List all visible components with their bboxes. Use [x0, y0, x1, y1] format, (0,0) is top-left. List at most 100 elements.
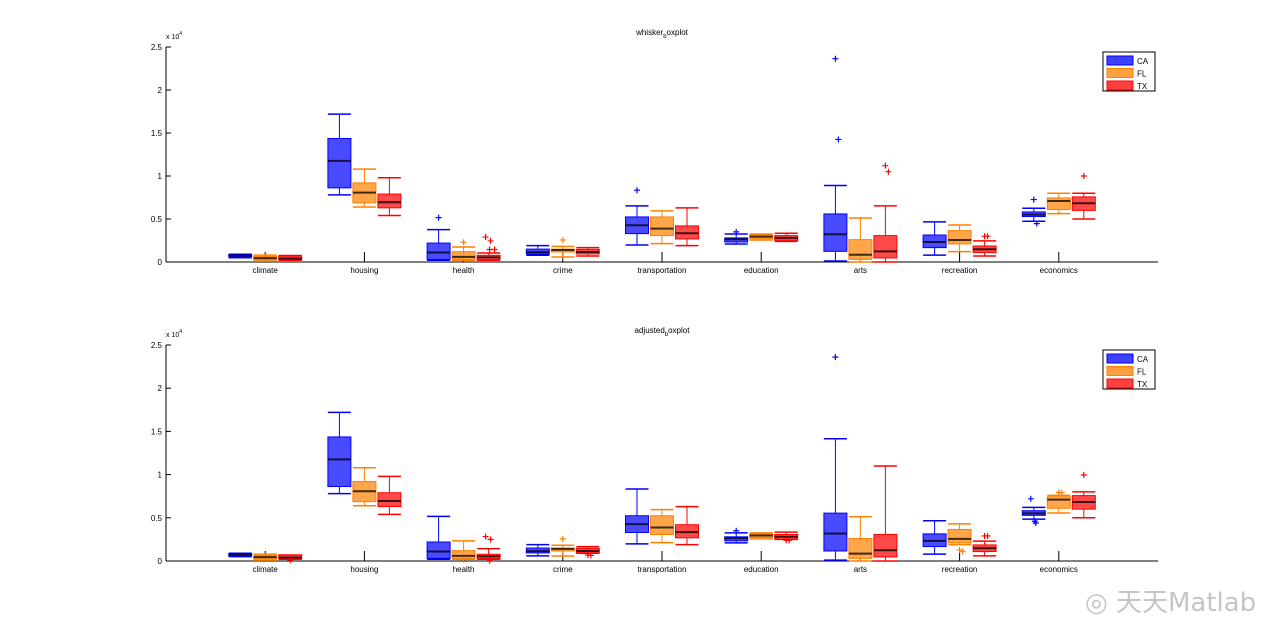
- box-CA-health: [426, 214, 451, 262]
- box-TX-arts: [873, 465, 898, 562]
- box-iqr: [1046, 197, 1071, 211]
- x-tick-label: education: [744, 565, 779, 574]
- box-iqr: [823, 213, 848, 252]
- boxplot-panel-2: adjustedboxplot 0 0.5 1 1.5 2 2.5x 104 climate h…: [151, 326, 1158, 574]
- outlier-marker: [882, 162, 889, 169]
- outlier-marker: [587, 552, 594, 559]
- boxplot-panel-1: whiskerboxplot 0 0.5 1 1.5 2 2.5x 104 climate ho…: [151, 28, 1158, 275]
- outlier-marker: [832, 354, 839, 361]
- x-tick-label: housing: [350, 565, 378, 574]
- legend-swatch-TX: [1106, 378, 1134, 389]
- box-FL-recreation: [947, 224, 972, 253]
- box-TX-crime: [575, 545, 600, 559]
- box-FL-housing: [352, 466, 377, 507]
- box-CA-transportation: [625, 488, 649, 545]
- box-iqr: [873, 533, 898, 558]
- box-CA-recreation: [922, 519, 947, 555]
- legend-label-FL: FL: [1137, 70, 1147, 79]
- box-FL-education: [749, 233, 774, 241]
- y-tick-label: 0.5: [151, 215, 163, 224]
- outlier-marker: [959, 548, 966, 555]
- outlier-marker: [786, 537, 793, 544]
- box-TX-health: [476, 234, 501, 262]
- x-tick-label: health: [453, 565, 475, 574]
- legend-label-CA: CA: [1137, 355, 1149, 364]
- box-iqr: [873, 235, 898, 259]
- x-tick-label: housing: [350, 266, 378, 275]
- outlier-marker: [1080, 472, 1087, 479]
- outlier-marker: [984, 233, 991, 240]
- outlier-marker: [1027, 495, 1034, 502]
- x-tick-label: arts: [854, 565, 867, 574]
- y-tick-label: 1.5: [151, 129, 163, 138]
- outlier-marker: [984, 532, 991, 539]
- legend-swatch-TX: [1106, 80, 1134, 91]
- legend: CA FL TX: [1102, 51, 1156, 92]
- legend-label-FL: FL: [1137, 368, 1147, 377]
- box-FL-transportation: [650, 508, 674, 544]
- chart-title: whiskerboxplot: [635, 28, 689, 40]
- box-iqr: [1046, 496, 1071, 509]
- legend-label-CA: CA: [1137, 57, 1149, 66]
- box-TX-arts: [873, 162, 898, 263]
- y-multiplier-label: x 104: [166, 329, 182, 339]
- box-FL-climate: [253, 553, 278, 561]
- legend: CA FL TX: [1102, 349, 1156, 390]
- outlier-marker: [1058, 489, 1065, 496]
- box-TX-education: [774, 531, 799, 544]
- box-iqr: [451, 251, 476, 260]
- outlier-marker: [491, 246, 498, 253]
- x-tick-label: recreation: [942, 565, 978, 574]
- y-multiplier-label: x 104: [166, 31, 182, 41]
- box-FL-economics: [1046, 192, 1071, 215]
- legend-swatch-CA: [1106, 55, 1134, 66]
- legend-swatch-FL: [1106, 68, 1134, 78]
- box-CA-education: [724, 527, 749, 544]
- box-TX-transportation: [675, 207, 699, 247]
- box-FL-arts: [848, 217, 873, 263]
- outlier-marker: [1033, 220, 1040, 227]
- outlier-marker: [634, 187, 640, 194]
- box-TX-education: [774, 232, 799, 243]
- x-tick-label: arts: [854, 266, 867, 275]
- box-FL-climate: [253, 254, 278, 262]
- watermark-text: 天天Matlab: [1115, 588, 1257, 618]
- outlier-marker: [733, 228, 740, 235]
- box-iqr: [848, 538, 873, 559]
- box-FL-housing: [352, 168, 377, 208]
- outlier-marker: [482, 533, 489, 540]
- box-TX-health: [476, 533, 501, 564]
- box-CA-transportation: [625, 187, 649, 246]
- box-iqr: [650, 216, 674, 237]
- outlier-marker: [835, 136, 842, 143]
- box-TX-economics: [1071, 173, 1096, 220]
- x-tick-label: crime: [553, 565, 573, 574]
- box-FL-health: [451, 239, 476, 262]
- outlier-marker: [482, 234, 489, 241]
- y-tick-label: 2.5: [151, 43, 163, 52]
- chart-title: adjustedboxplot: [635, 326, 691, 338]
- box-TX-transportation: [675, 505, 699, 546]
- box-iqr: [848, 239, 873, 260]
- box-TX-climate: [278, 254, 303, 262]
- box-CA-economics: [1021, 495, 1046, 526]
- y-tick-label: 1: [158, 471, 163, 480]
- x-tick-label: climate: [253, 565, 279, 574]
- outlier-marker: [460, 556, 467, 563]
- box-iqr: [823, 512, 848, 552]
- box-CA-education: [724, 228, 749, 245]
- x-tick-label: education: [744, 266, 779, 275]
- outlier-marker: [1080, 173, 1087, 179]
- box-iqr: [377, 193, 402, 209]
- box-CA-housing: [327, 411, 352, 495]
- box-FL-recreation: [947, 523, 972, 555]
- box-TX-housing: [377, 176, 402, 217]
- x-tick-label: transportation: [638, 565, 687, 574]
- box-iqr: [947, 230, 972, 245]
- y-tick-label: 2: [158, 86, 163, 95]
- box-iqr: [377, 492, 402, 508]
- box-iqr: [426, 242, 451, 260]
- x-tick-label: recreation: [942, 266, 978, 275]
- legend-label-TX: TX: [1137, 82, 1148, 91]
- x-tick-label: economics: [1040, 266, 1078, 275]
